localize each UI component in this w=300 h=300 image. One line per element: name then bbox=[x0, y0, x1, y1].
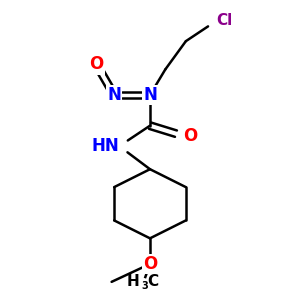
Text: O: O bbox=[89, 55, 103, 73]
Text: C: C bbox=[147, 274, 159, 290]
Text: N: N bbox=[143, 86, 157, 104]
Text: HN: HN bbox=[92, 137, 119, 155]
Text: H: H bbox=[127, 274, 140, 290]
Text: N: N bbox=[107, 86, 121, 104]
Text: 3: 3 bbox=[141, 281, 148, 292]
Text: O: O bbox=[143, 255, 157, 273]
Text: Cl: Cl bbox=[217, 13, 233, 28]
Text: O: O bbox=[183, 127, 197, 145]
